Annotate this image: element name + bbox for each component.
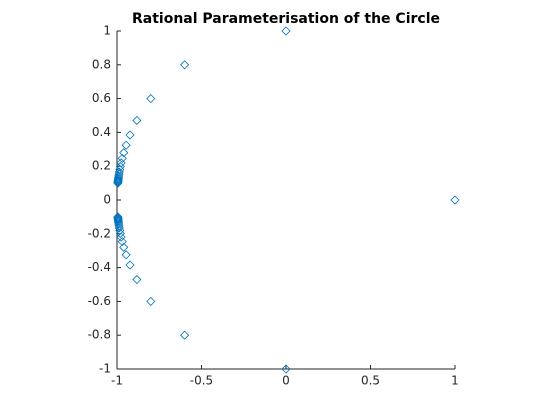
point [121,250,131,260]
point [281,26,291,36]
y-tick-label: -0.2 [88,226,111,240]
point [114,221,124,231]
point [113,215,123,225]
point [125,260,135,270]
point [113,176,123,186]
point [114,223,124,233]
y-tick-label: 0.2 [92,159,111,173]
x-tick-label: -1 [111,374,123,388]
y-tick-label: 0.8 [92,57,111,71]
x-tick-label: 0 [282,374,290,388]
point [116,232,126,242]
point [146,94,156,104]
y-tick-label: 0.4 [92,125,111,139]
y-tick-label: 0 [103,193,111,207]
point [121,140,131,150]
point [180,330,190,340]
y-tick-label: -1 [99,362,111,376]
x-tick-label: 0.5 [361,374,380,388]
point [132,274,142,285]
point [125,130,135,140]
point [113,217,124,227]
y-tick-label: -0.8 [88,328,111,342]
chart-title: Rational Parameterisation of the Circle [132,11,440,27]
y-tick-label: 1 [103,24,111,38]
point [450,195,460,205]
point [113,177,123,187]
point [180,60,190,70]
point [117,153,127,163]
point [115,161,125,172]
point [113,213,123,223]
y-tick-label: 0.6 [92,91,111,105]
y-tick-label: -0.6 [88,294,111,308]
y-tick-label: -0.4 [88,260,111,274]
point [119,148,129,158]
point [132,115,142,126]
point [119,242,129,252]
point [117,237,127,247]
point [113,178,123,188]
point [281,364,291,374]
point [113,175,123,185]
x-tick-label: -0.5 [190,374,213,388]
point [146,296,156,306]
x-tick-label: 1 [451,374,459,388]
point [115,228,125,239]
point [113,173,124,183]
point [113,174,123,184]
